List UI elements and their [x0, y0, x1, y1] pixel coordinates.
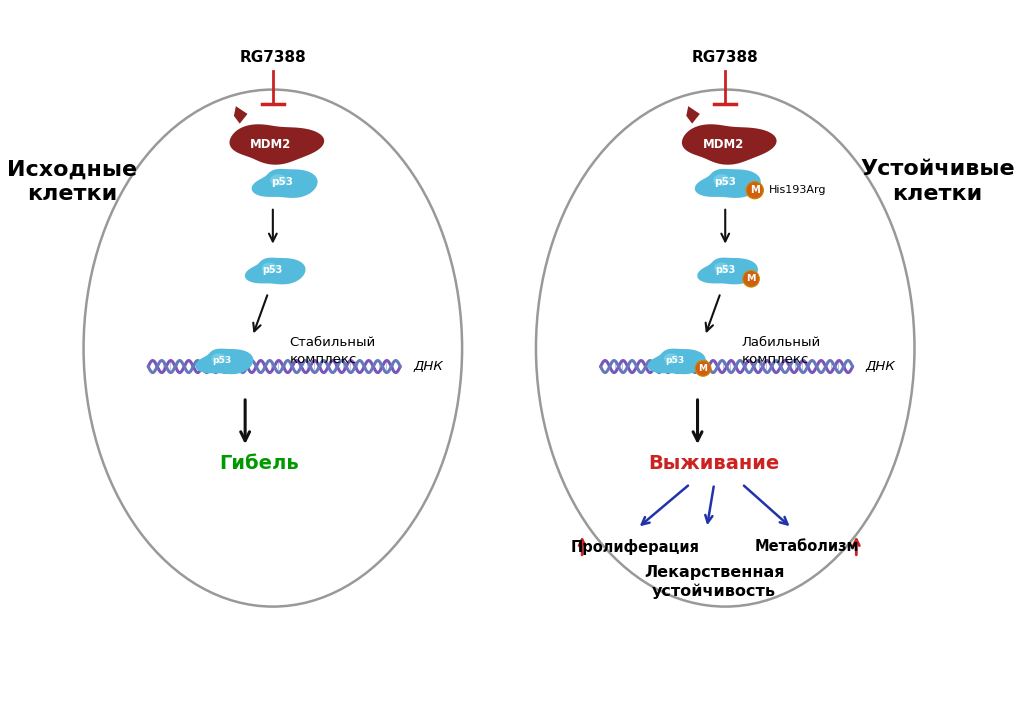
Text: MDM2: MDM2 — [250, 139, 292, 152]
Polygon shape — [245, 258, 305, 284]
Polygon shape — [262, 263, 278, 273]
Text: ДНК: ДНК — [413, 360, 442, 373]
Text: p53: p53 — [263, 264, 283, 274]
Text: Гибель: Гибель — [219, 454, 299, 473]
Text: M: M — [750, 186, 760, 195]
Text: Исходные
клетки: Исходные клетки — [7, 160, 137, 204]
Text: p53: p53 — [212, 355, 231, 365]
Text: Устойчивые
клетки: Устойчивые клетки — [860, 160, 1015, 204]
Text: Стабильный
комплекс: Стабильный комплекс — [290, 336, 376, 366]
Text: M: M — [698, 364, 708, 373]
Polygon shape — [714, 263, 729, 273]
Polygon shape — [233, 106, 248, 123]
Polygon shape — [648, 349, 706, 374]
Text: Метаболизм: Метаболизм — [755, 539, 859, 554]
Text: Лабильный
комплекс: Лабильный комплекс — [741, 336, 821, 366]
Text: p53: p53 — [665, 355, 684, 365]
Text: Выживание: Выживание — [648, 454, 779, 473]
Ellipse shape — [536, 90, 914, 606]
Polygon shape — [697, 258, 758, 284]
Polygon shape — [212, 353, 226, 364]
Ellipse shape — [84, 90, 462, 606]
Circle shape — [742, 271, 760, 287]
Circle shape — [746, 181, 764, 199]
Polygon shape — [229, 124, 325, 165]
Text: p53: p53 — [715, 264, 735, 274]
Text: MDM2: MDM2 — [702, 139, 744, 152]
Polygon shape — [664, 353, 679, 364]
Text: M: M — [746, 274, 756, 283]
Text: ДНК: ДНК — [865, 360, 895, 373]
Polygon shape — [252, 169, 317, 198]
Text: RG7388: RG7388 — [692, 50, 759, 65]
Text: Пролиферация: Пролиферация — [570, 539, 699, 554]
Polygon shape — [682, 124, 776, 165]
Circle shape — [695, 360, 711, 376]
Polygon shape — [714, 174, 730, 186]
Text: p53: p53 — [271, 177, 293, 187]
Polygon shape — [270, 174, 287, 186]
Text: His193Arg: His193Arg — [769, 186, 826, 195]
Text: p53: p53 — [714, 177, 736, 187]
Polygon shape — [196, 349, 253, 374]
Text: RG7388: RG7388 — [240, 50, 306, 65]
Polygon shape — [686, 106, 699, 123]
Text: Лекарственная
устойчивость: Лекарственная устойчивость — [644, 565, 784, 599]
Polygon shape — [695, 169, 761, 198]
